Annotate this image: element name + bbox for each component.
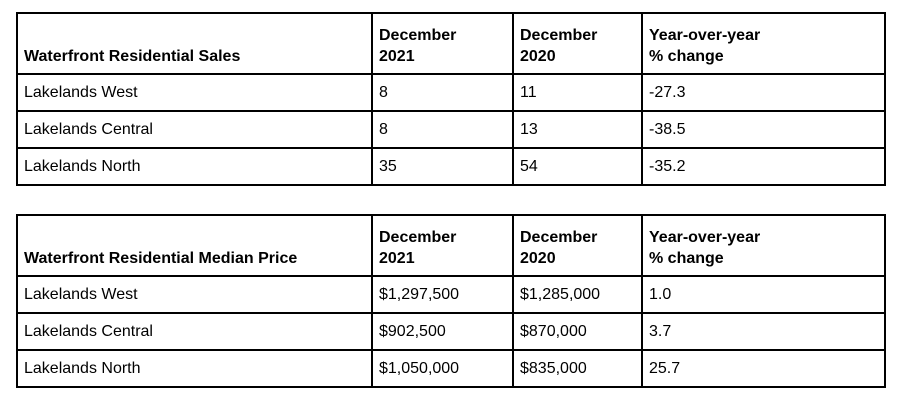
- header-line: % change: [649, 250, 724, 267]
- row-label: Lakelands North: [16, 349, 373, 388]
- header-line: Year-over-year: [649, 27, 761, 44]
- dec-2021-value: $902,500: [371, 312, 514, 351]
- header-line: % change: [649, 48, 724, 65]
- yoy-change-value: 1.0: [641, 275, 886, 314]
- dec-2021-value: $1,297,500: [371, 275, 514, 314]
- table-row: Lakelands West 8 11 -27.3: [16, 73, 886, 112]
- table-row: Lakelands North 35 54 -35.2: [16, 147, 886, 186]
- yoy-change-value: -27.3: [641, 73, 886, 112]
- median-price-header-yoy-change: Year-over-year % change: [641, 214, 886, 277]
- header-line: December: [520, 229, 598, 246]
- header-line: 2020: [520, 48, 556, 65]
- header-line: Year-over-year: [649, 229, 761, 246]
- row-label: Lakelands West: [16, 275, 373, 314]
- row-label: Lakelands Central: [16, 312, 373, 351]
- dec-2020-value: $835,000: [512, 349, 643, 388]
- header-line: December: [520, 27, 598, 44]
- sales-header-dec-2020: December 2020: [512, 12, 643, 75]
- dec-2021-value: 35: [371, 147, 514, 186]
- header-line: December: [379, 27, 457, 44]
- median-price-table-header-row: Waterfront Residential Median Price Dece…: [16, 214, 886, 277]
- median-price-header-dec-2021: December 2021: [371, 214, 514, 277]
- dec-2020-value: 54: [512, 147, 643, 186]
- yoy-change-value: 25.7: [641, 349, 886, 388]
- header-line: 2021: [379, 250, 415, 267]
- header-line: 2021: [379, 48, 415, 65]
- row-label: Lakelands North: [16, 147, 373, 186]
- median-price-table: Waterfront Residential Median Price Dece…: [16, 214, 886, 388]
- yoy-change-value: 3.7: [641, 312, 886, 351]
- dec-2020-value: $1,285,000: [512, 275, 643, 314]
- header-line: 2020: [520, 250, 556, 267]
- row-label: Lakelands Central: [16, 110, 373, 149]
- sales-header-yoy-change: Year-over-year % change: [641, 12, 886, 75]
- header-line: December: [379, 229, 457, 246]
- sales-table-title: Waterfront Residential Sales: [24, 48, 241, 65]
- table-row: Lakelands Central $902,500 $870,000 3.7: [16, 312, 886, 351]
- table-row: Lakelands West $1,297,500 $1,285,000 1.0: [16, 275, 886, 314]
- dec-2021-value: 8: [371, 73, 514, 112]
- dec-2021-value: 8: [371, 110, 514, 149]
- dec-2020-value: $870,000: [512, 312, 643, 351]
- median-price-table-title-cell: Waterfront Residential Median Price: [16, 214, 373, 277]
- row-label: Lakelands West: [16, 73, 373, 112]
- dec-2021-value: $1,050,000: [371, 349, 514, 388]
- sales-header-dec-2021: December 2021: [371, 12, 514, 75]
- dec-2020-value: 13: [512, 110, 643, 149]
- sales-table: Waterfront Residential Sales December 20…: [16, 12, 886, 186]
- sales-table-header-row: Waterfront Residential Sales December 20…: [16, 12, 886, 75]
- table-row: Lakelands Central 8 13 -38.5: [16, 110, 886, 149]
- median-price-header-dec-2020: December 2020: [512, 214, 643, 277]
- table-row: Lakelands North $1,050,000 $835,000 25.7: [16, 349, 886, 388]
- sales-table-title-cell: Waterfront Residential Sales: [16, 12, 373, 75]
- dec-2020-value: 11: [512, 73, 643, 112]
- yoy-change-value: -38.5: [641, 110, 886, 149]
- median-price-table-title: Waterfront Residential Median Price: [24, 250, 298, 267]
- yoy-change-value: -35.2: [641, 147, 886, 186]
